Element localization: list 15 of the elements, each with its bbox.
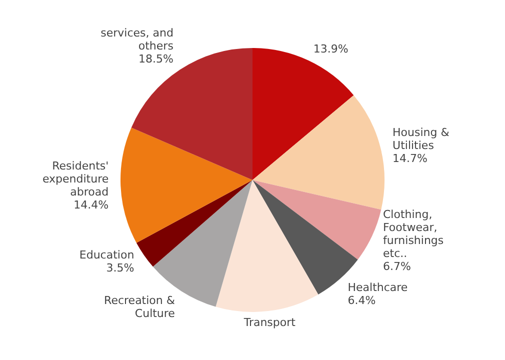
slice-label: services, and others — [100, 26, 174, 53]
data-label: 13.9% — [313, 42, 348, 56]
slice-label: Transport — [242, 316, 296, 329]
slice-label: Housing & Utilities — [392, 126, 450, 152]
slice-label: Clothing, Footwear, furnishings etc.. — [382, 208, 444, 260]
data-label: 14.7% — [392, 152, 428, 166]
data-label: 3.5% — [106, 261, 134, 274]
slice-label: Recreation & Culture — [104, 294, 176, 320]
slice-label: Healthcare — [348, 280, 408, 294]
slice-label: Residents' expenditure abroad — [42, 160, 109, 199]
data-label: 18.5% — [138, 52, 174, 66]
data-label: 6.7% — [382, 260, 411, 273]
slice-label: Education — [79, 248, 134, 262]
data-label: 14.4% — [74, 198, 109, 212]
data-label: 6.4% — [348, 294, 376, 307]
